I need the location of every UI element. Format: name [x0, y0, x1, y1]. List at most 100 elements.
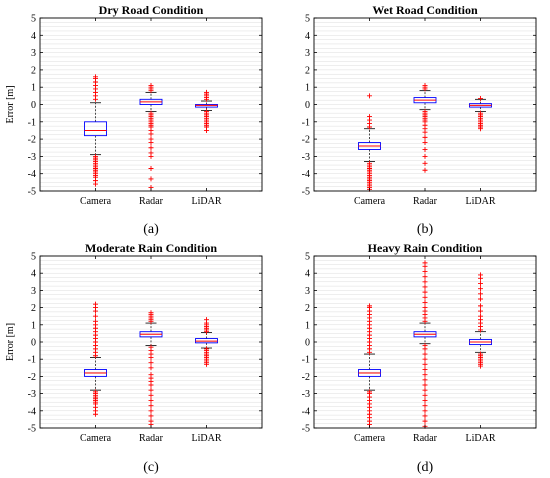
y-tick-label: 0	[31, 100, 36, 111]
outlier-point	[93, 301, 98, 307]
outlier-point	[148, 392, 154, 398]
outlier-point	[93, 411, 98, 417]
panel-label: (b)	[417, 222, 434, 237]
y-tick-label: -1	[302, 117, 310, 128]
y-tick-label: 3	[305, 286, 310, 297]
outlier-point	[148, 413, 154, 419]
outlier-point	[422, 134, 428, 140]
y-tick-label: 4	[31, 31, 36, 42]
chart-title: Wet Road Condition	[372, 3, 478, 17]
x-tick-label: Camera	[354, 196, 386, 207]
outlier-point	[422, 140, 428, 146]
outlier-point	[422, 294, 428, 300]
outlier-point	[478, 95, 483, 101]
outlier-point	[148, 82, 154, 88]
outlier-point	[422, 372, 428, 378]
y-axis-label: Error [m]	[5, 323, 16, 361]
outlier-point	[148, 166, 154, 172]
y-tick-label: -5	[28, 187, 36, 198]
outlier-point	[478, 313, 483, 319]
panel-label: (a)	[143, 222, 159, 237]
box-camera	[84, 121, 107, 137]
chart-title: Heavy Rain Condition	[368, 241, 483, 255]
y-tick-label: 3	[31, 48, 36, 59]
axes-frame	[313, 255, 537, 429]
x-tick-label: LiDAR	[192, 196, 222, 207]
outlier-point	[148, 408, 154, 414]
outlier-point	[148, 365, 154, 371]
x-tick-label: Radar	[139, 196, 164, 207]
y-tick-label: 5	[305, 14, 310, 25]
outlier-point	[422, 284, 428, 290]
y-tick-label: -2	[28, 135, 36, 146]
panel-label: (c)	[143, 460, 159, 475]
outlier-point	[478, 286, 483, 292]
y-tick-label: -4	[28, 406, 36, 417]
outlier-point	[148, 145, 154, 151]
outlier-point	[148, 382, 154, 388]
panel-label: (d)	[417, 460, 434, 475]
outlier-point	[148, 403, 154, 409]
y-tick-label: -4	[28, 169, 36, 180]
outlier-point	[478, 281, 483, 287]
outlier-point	[148, 131, 154, 137]
y-tick-label: -1	[302, 355, 310, 366]
outlier-point	[148, 140, 154, 146]
outlier-point	[422, 167, 428, 173]
panel-d: Heavy Rain Condition -5 -4 -3 -2 -1 0 1 2 3 4 5 Came…	[302, 241, 537, 475]
outlier-point	[93, 318, 98, 324]
y-tick-label: -4	[302, 406, 310, 417]
outlier-point	[478, 291, 483, 297]
x-tick-label: Camera	[80, 433, 112, 444]
outlier-point	[422, 260, 428, 266]
axes-frame	[313, 17, 537, 192]
y-tick-label: -2	[302, 372, 310, 383]
outlier-point	[93, 74, 98, 80]
outlier-point	[422, 418, 428, 424]
y-tick-label: 2	[305, 303, 310, 314]
outlier-point	[422, 351, 428, 357]
outlier-point	[422, 274, 428, 280]
y-tick-label: 3	[31, 286, 36, 297]
outlier-point	[367, 93, 372, 99]
outlier-point	[422, 361, 428, 367]
x-tick-label: Camera	[354, 433, 386, 444]
y-tick-label: -5	[28, 424, 36, 435]
outlier-point	[148, 387, 154, 393]
outlier-point	[367, 114, 372, 120]
panel-c: Moderate Rain Condition -5 -4 -3 -2 -1 0 1 2 3 4 5 E…	[5, 241, 263, 475]
outlier-point	[422, 346, 428, 352]
outlier-point	[148, 176, 154, 182]
outlier-point	[148, 153, 154, 159]
x-tick-label: Radar	[413, 196, 438, 207]
y-tick-label: 0	[31, 338, 36, 349]
y-tick-label: -3	[302, 152, 310, 163]
y-tick-label: 0	[305, 338, 310, 349]
outlier-point	[478, 296, 483, 302]
y-tick-label: 1	[31, 320, 36, 331]
axes-frame	[39, 255, 263, 429]
y-tick-label: 1	[305, 320, 310, 331]
y-tick-label: -5	[302, 424, 310, 435]
outlier-point	[422, 268, 428, 274]
outlier-point	[422, 289, 428, 295]
x-tick-label: LiDAR	[192, 433, 222, 444]
x-tick-label: Camera	[80, 196, 112, 207]
y-tick-label: 5	[31, 14, 36, 25]
outlier-point	[204, 127, 209, 133]
outlier-point	[422, 129, 428, 135]
outlier-point	[422, 82, 428, 88]
outlier-point	[422, 299, 428, 305]
y-tick-label: 2	[31, 65, 36, 76]
outlier-point	[478, 363, 483, 369]
outlier-point	[422, 392, 428, 398]
panel-a: Dry Road Condition -5 -4 -3 -2 -1 0 1 2 3 4 5 Error …	[5, 3, 263, 237]
outlier-point	[422, 408, 428, 414]
outlier-point	[93, 313, 98, 319]
outlier-point	[148, 354, 154, 360]
outlier-point	[204, 361, 209, 367]
outlier-point	[367, 303, 372, 309]
outlier-point	[422, 413, 428, 419]
panel-b: Wet Road Condition -5 -4 -3 -2 -1 0 1 2 3 4 5 Camera…	[302, 3, 537, 237]
